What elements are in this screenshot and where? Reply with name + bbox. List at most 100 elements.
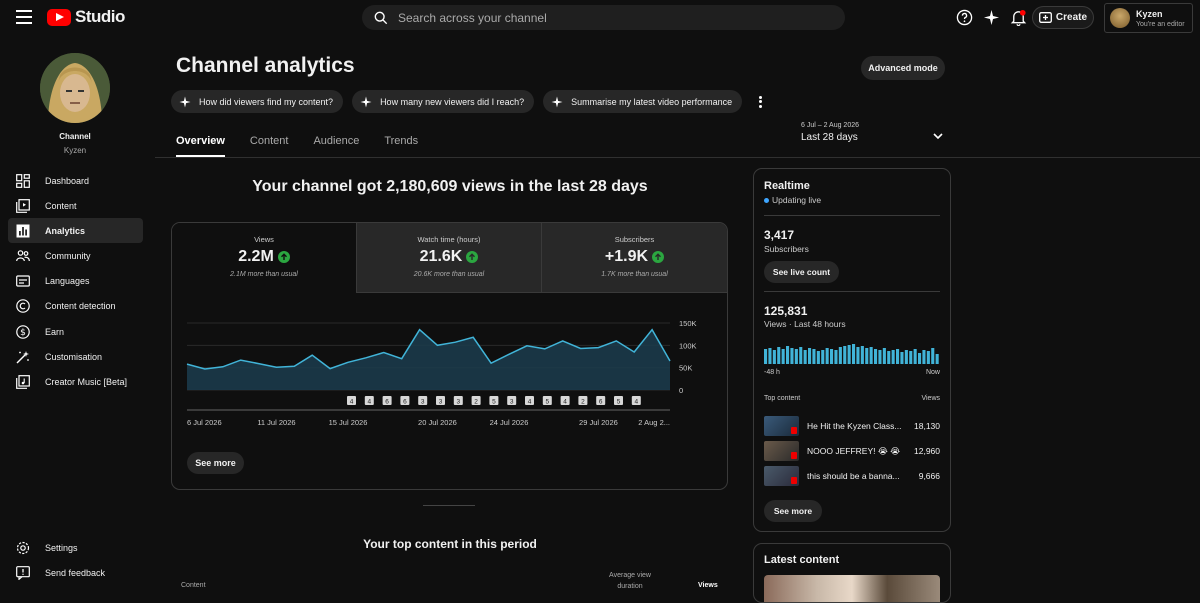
notifications-icon[interactable] [1010,9,1027,26]
tab-content[interactable]: Content [250,135,289,157]
list-item[interactable]: He Hit the Kyzen Class... 18,130 [764,416,940,436]
see-live-count-button[interactable]: See live count [764,261,839,283]
list-item[interactable]: NOOO JEFFREY! 😭 😭 12,960 [764,441,940,461]
realtime-title: Realtime [764,180,810,192]
chip-viewers-find[interactable]: How did viewers find my content? [171,90,343,113]
overview-card: Views 2.2M 2.1M more than usual Watch ti… [171,222,728,490]
menu-icon[interactable] [16,10,32,24]
y-tick-label: 100K [679,341,697,350]
sidebar-item-community[interactable]: Community [8,244,143,269]
tab-audience[interactable]: Audience [313,135,359,157]
realtime-bar [786,346,789,364]
studio-logo[interactable]: Studio [47,7,125,27]
metric-label: Views [172,235,356,244]
sidebar-item-settings[interactable]: Settings [8,535,143,560]
add-video-icon [1039,12,1052,23]
realtime-bar [790,348,793,364]
realtime-views-bars[interactable] [764,339,940,364]
chip-new-viewers[interactable]: How many new viewers did I reach? [352,90,534,113]
metric-subscribers[interactable]: Subscribers +1.9K 1.7K more than usual [542,223,727,293]
sidebar-item-content[interactable]: Content [8,193,143,218]
realtime-views-label: Views · Last 48 hours [764,319,846,329]
metric-watch-time[interactable]: Watch time (hours) 21.6K 20.6K more than… [357,223,542,293]
arrow-up-icon [652,251,664,263]
list-item[interactable]: this should be a banna... 9,666 [764,466,940,486]
video-thumbnail [764,466,799,486]
chip-label: How many new viewers did I reach? [380,97,524,107]
realtime-bar [843,346,846,364]
sidebar-item-customisation[interactable]: Customisation [8,344,143,369]
sidebar: Channel Kyzen Dashboard Content Analytic… [0,35,155,587]
more-options-icon[interactable] [754,95,766,109]
realtime-bar [777,347,780,364]
sidebar-nav: Dashboard Content Analytics Community La… [8,168,143,395]
create-button[interactable]: Create [1032,6,1094,29]
x-tick-label: 24 Jul 2026 [490,418,529,427]
search-icon[interactable] [374,11,388,25]
x-tick-label: 20 Jul 2026 [418,418,457,427]
shorts-icon [791,452,797,459]
sparkle-icon [179,96,191,108]
column-header-avg-view-duration[interactable]: Average view duration [605,570,655,592]
see-more-button[interactable]: See more [187,452,244,474]
realtime-bar [878,350,881,364]
sidebar-item-creator-music[interactable]: Creator Music [Beta] [8,370,143,395]
suggestion-chips: How did viewers find my content? How man… [171,90,766,113]
sidebar-item-earn[interactable]: $ Earn [8,319,143,344]
chip-label: Summarise my latest video performance [571,97,732,107]
tab-overview[interactable]: Overview [176,135,225,157]
shorts-icon [791,427,797,434]
x-tick-label: 11 Jul 2026 [257,418,295,427]
page-title: Channel analytics [176,54,355,78]
music-icon [16,375,30,389]
sidebar-item-dashboard[interactable]: Dashboard [8,168,143,193]
date-range-picker[interactable]: 6 Jul – 2 Aug 2026 Last 28 days [801,122,859,143]
date-range-label: Last 28 days [801,132,859,143]
chevron-down-icon[interactable] [932,130,944,142]
realtime-bar [870,347,873,364]
advanced-mode-button[interactable]: Advanced mode [861,56,945,80]
top-content-title: Your top content in this period [172,537,728,551]
realtime-views-value: 125,831 [764,304,807,318]
tab-trends[interactable]: Trends [384,135,418,157]
realtime-bar [764,349,767,364]
realtime-bar [856,347,859,364]
video-title: NOOO JEFFREY! 😭 😭 [807,446,902,457]
upload-marker-label: 4 [367,399,371,406]
realtime-top-content-label: Top content [764,395,800,402]
realtime-subscribers-label: Subscribers [764,244,809,254]
upload-marker-label: 3 [510,399,514,406]
realtime-bar [812,349,815,364]
y-tick-label: 50K [679,364,692,373]
sidebar-item-label: Earn [45,327,64,337]
realtime-bar [896,349,899,364]
metric-label: Watch time (hours) [357,235,541,244]
chart-area [187,330,670,390]
upload-marker-label: 4 [634,399,638,406]
realtime-bar [839,347,842,364]
realtime-bar [900,352,903,364]
x-tick-label: 29 Jul 2026 [579,418,618,427]
search-input[interactable] [398,11,818,25]
upload-marker-label: 3 [421,399,425,406]
chip-summarise[interactable]: Summarise my latest video performance [543,90,742,113]
sidebar-item-analytics[interactable]: Analytics [8,218,143,243]
realtime-bar [848,345,851,364]
latest-video-thumbnail[interactable] [764,575,940,603]
summary-headline: Your channel got 2,180,609 views in the … [172,178,728,196]
realtime-see-more-button[interactable]: See more [764,500,822,522]
realtime-bar [826,348,829,364]
realtime-bar [830,349,833,364]
account-switcher[interactable]: Kyzen You're an editor [1104,3,1193,33]
sidebar-item-send-feedback[interactable]: Send feedback [8,560,143,585]
metric-views[interactable]: Views 2.2M 2.1M more than usual [172,223,357,293]
channel-avatar[interactable] [40,53,110,123]
help-icon[interactable] [956,9,973,26]
realtime-bar [905,350,908,364]
column-header-views[interactable]: Views [698,582,718,589]
sidebar-item-languages[interactable]: Languages [8,269,143,294]
sparkle-icon[interactable] [983,9,1000,26]
sidebar-item-content-detection[interactable]: Content detection [8,294,143,319]
realtime-bar [927,351,930,364]
